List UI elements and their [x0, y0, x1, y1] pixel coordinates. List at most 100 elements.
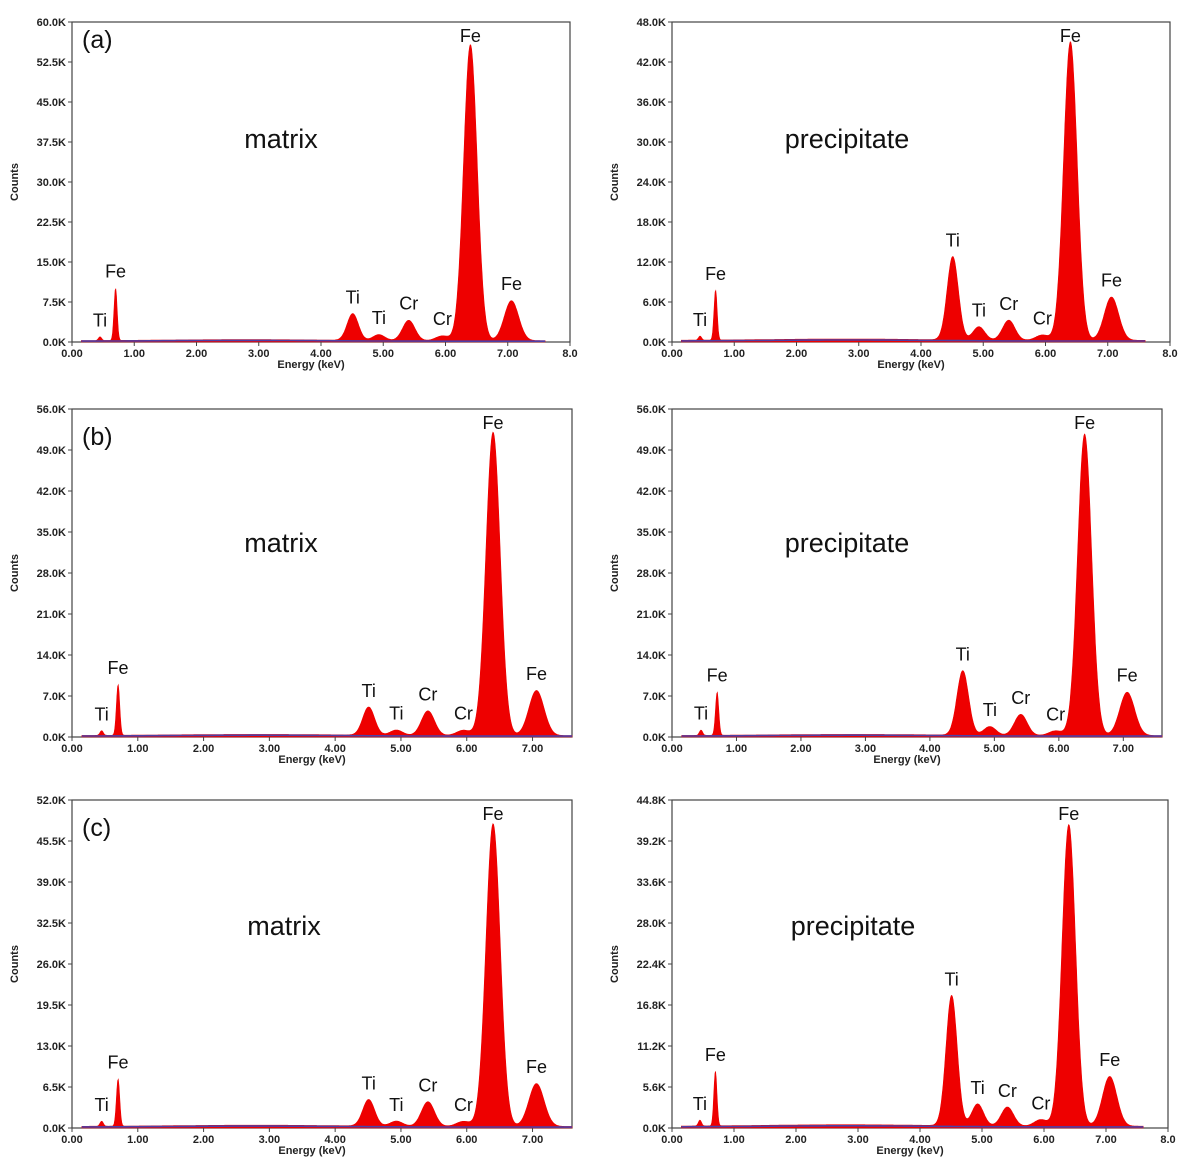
- y-tick-label: 7.0K: [643, 691, 666, 703]
- background-trace: [681, 734, 1162, 737]
- y-tick-label: 16.8K: [637, 1000, 666, 1012]
- peak-label-ti: Ti: [983, 700, 997, 720]
- x-tick-label: 5.00: [973, 348, 994, 360]
- y-tick-label: 39.2K: [637, 836, 666, 848]
- y-tick-label: 14.0K: [37, 650, 66, 662]
- peak-label-fe: Fe: [501, 274, 522, 294]
- peak-label-cr: Cr: [1033, 309, 1052, 329]
- y-tick-label: 7.0K: [43, 691, 66, 703]
- y-tick-label: 42.0K: [637, 486, 666, 498]
- x-tick-label: 2.00: [786, 348, 807, 360]
- peak-label-fe: Fe: [460, 26, 481, 46]
- y-tick-label: 24.0K: [637, 177, 666, 189]
- y-tick-label: 0.0K: [43, 337, 66, 349]
- y-tick-label: 21.0K: [637, 609, 666, 621]
- spectrum-panel-3: 0.00 1.00 2.00 3.00 4.00 5.00 6.00 7.00 0.0K 7.0K…: [9, 404, 573, 766]
- peak-label-fe: Fe: [1058, 804, 1079, 824]
- x-tick-label: 1.00: [127, 743, 148, 755]
- x-tick-label: 3.00: [259, 743, 280, 755]
- y-tick-label: 6.0K: [643, 297, 666, 309]
- x-tick-label: 2.00: [785, 1134, 806, 1146]
- peak-label-fe: Fe: [707, 666, 728, 686]
- y-tick-label: 22.4K: [637, 959, 666, 971]
- y-tick-label: 7.5K: [43, 297, 66, 309]
- y-tick-label: 13.0K: [37, 1041, 66, 1053]
- sample-label: matrix: [247, 911, 321, 941]
- y-tick-label: 28.0K: [637, 918, 666, 930]
- x-tick-label: 0.00: [61, 743, 82, 755]
- sample-label: matrix: [244, 124, 318, 154]
- peak-label-ti: Ti: [346, 287, 360, 307]
- x-tick-label: 6.00: [435, 348, 456, 360]
- peak-label-cr: Cr: [1011, 688, 1030, 708]
- sample-label: matrix: [244, 528, 318, 558]
- peak-label-ti: Ti: [94, 704, 108, 724]
- x-tick-label: 3.00: [855, 743, 876, 755]
- peak-label-fe: Fe: [705, 264, 726, 284]
- y-tick-label: 48.0K: [637, 17, 666, 29]
- x-axis-label: Energy (keV): [877, 359, 945, 371]
- x-tick-label: 6.00: [456, 743, 477, 755]
- x-tick-label: 1.00: [124, 348, 145, 360]
- y-tick-label: 0.0K: [43, 732, 66, 744]
- peak-label-fe: Fe: [1117, 666, 1138, 686]
- background-trace: [81, 1125, 572, 1128]
- y-tick-label: 0.0K: [643, 337, 666, 349]
- sample-label: precipitate: [785, 124, 910, 154]
- peak-label-fe: Fe: [526, 1057, 547, 1077]
- background-trace: [81, 339, 546, 342]
- y-tick-label: 45.5K: [37, 836, 66, 848]
- x-tick-label: 4.00: [324, 743, 345, 755]
- x-tick-label: 0.00: [661, 348, 682, 360]
- spectrum-area: [681, 824, 1144, 1129]
- peak-label-ti: Ti: [972, 301, 986, 321]
- peak-label-cr: Cr: [399, 294, 418, 314]
- y-tick-label: 0.0K: [43, 1123, 66, 1135]
- x-tick-label: 0.00: [61, 348, 82, 360]
- peak-label-cr: Cr: [1031, 1093, 1050, 1113]
- peak-label-cr: Cr: [998, 1081, 1017, 1101]
- x-tick-label: 1.00: [726, 743, 747, 755]
- x-tick-label: 7.00: [497, 348, 518, 360]
- y-tick-label: 19.5K: [37, 1000, 66, 1012]
- peak-label-ti: Ti: [389, 1095, 403, 1115]
- y-tick-label: 37.5K: [37, 137, 66, 149]
- y-tick-label: 32.5K: [37, 918, 66, 930]
- y-tick-label: 52.0K: [37, 795, 66, 807]
- x-axis-label: Energy (keV): [278, 754, 346, 766]
- x-tick-label: 5.00: [390, 743, 411, 755]
- x-tick-label: 6.00: [456, 1134, 477, 1146]
- y-tick-label: 39.0K: [37, 877, 66, 889]
- y-tick-label: 0.0K: [643, 732, 666, 744]
- x-tick-label: 5.00: [373, 348, 394, 360]
- x-tick-label: 6.00: [1048, 743, 1069, 755]
- background-trace: [681, 339, 1146, 342]
- x-tick-label: 6.00: [1035, 348, 1056, 360]
- spectrum-panel-4: 0.00 1.00 2.00 3.00 4.00 5.00 6.00 7.00 0.0K 7.0K…: [609, 404, 1163, 766]
- y-tick-label: 15.0K: [37, 257, 66, 269]
- y-tick-label: 12.0K: [637, 257, 666, 269]
- y-tick-label: 30.0K: [37, 177, 66, 189]
- peak-label-fe: Fe: [483, 413, 504, 433]
- y-axis-label: Counts: [609, 554, 621, 592]
- y-tick-label: 35.0K: [37, 527, 66, 539]
- y-tick-label: 11.2K: [637, 1041, 666, 1053]
- x-tick-label: 3.00: [248, 348, 269, 360]
- spectrum-panel-6: 0.00 1.00 2.00 3.00 4.00 5.00 6.00 7.00 8.0 0.0K 5…: [609, 795, 1176, 1157]
- peak-label-fe: Fe: [1101, 271, 1122, 291]
- y-tick-label: 30.0K: [637, 137, 666, 149]
- peak-label-cr: Cr: [454, 1095, 473, 1115]
- peak-label-ti: Ti: [944, 970, 958, 990]
- x-tick-label: 7.00: [1113, 743, 1134, 755]
- panel-label: (a): [82, 26, 113, 54]
- x-tick-label: 1.00: [723, 1134, 744, 1146]
- peak-label-ti: Ti: [389, 704, 403, 724]
- peak-label-cr: Cr: [454, 704, 473, 724]
- peak-label-cr: Cr: [1046, 704, 1065, 724]
- spectrum-area: [81, 823, 573, 1129]
- peak-label-ti: Ti: [372, 308, 386, 328]
- plot-frame: [671, 21, 1171, 343]
- x-axis-label: Energy (keV): [277, 359, 345, 371]
- x-tick-label: 4.00: [910, 348, 931, 360]
- y-tick-label: 52.5K: [37, 57, 66, 69]
